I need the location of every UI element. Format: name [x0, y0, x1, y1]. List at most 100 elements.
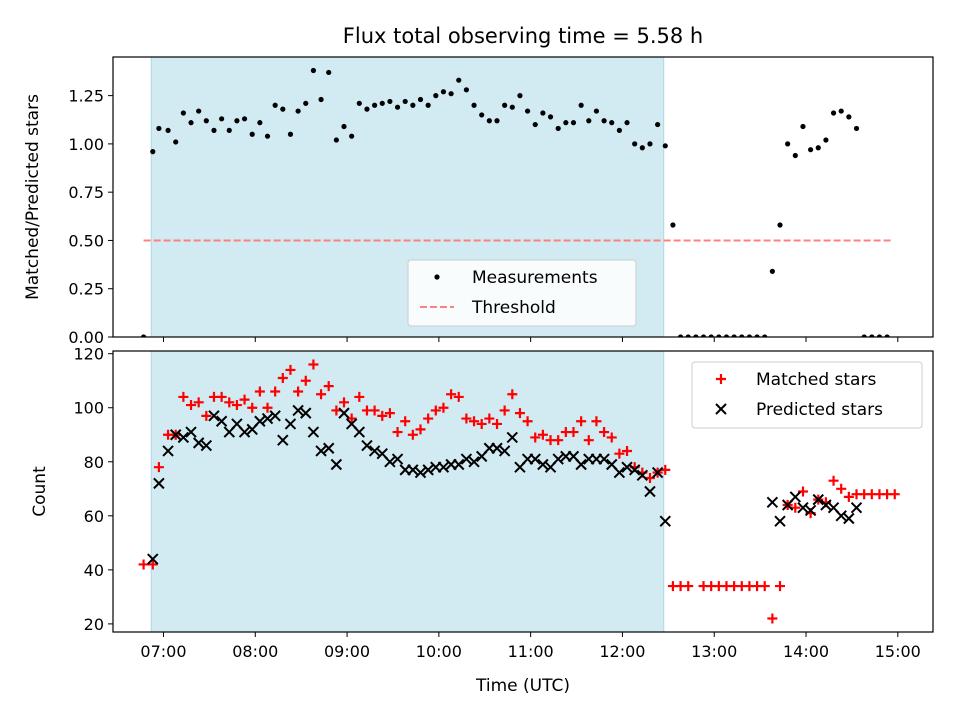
x-tick-label: 14:00: [783, 642, 829, 661]
measurement-point: [532, 121, 538, 128]
measurement-point: [861, 334, 867, 337]
measurement-point: [762, 334, 768, 337]
legend-box: [691, 361, 923, 429]
measurement-point: [494, 118, 500, 124]
measurement-point: [540, 110, 546, 116]
matched-star-point: [614, 448, 625, 459]
x-tick-label: 12:00: [599, 642, 645, 661]
matched-star-point: [400, 416, 411, 427]
measurement-point: [486, 118, 492, 124]
predicted-star-point: [460, 453, 473, 465]
matched-star-point: [178, 391, 189, 402]
measurement-point: [203, 118, 209, 124]
y-tick-label: 20: [84, 615, 104, 634]
predicted-star-point: [537, 458, 549, 471]
measurement-point: [463, 87, 469, 93]
legend-label: Predicted stars: [756, 400, 883, 420]
y-tick-label: 40: [84, 561, 104, 580]
predicted-star-point: [338, 407, 350, 419]
measurement-point: [754, 334, 760, 337]
predicted-star-point: [185, 426, 197, 438]
matched-star-point: [476, 418, 487, 429]
matched-star-point: [828, 475, 839, 486]
measurement-point: [356, 100, 362, 106]
measurement-point: [746, 334, 753, 337]
measurement-point: [456, 77, 462, 83]
measurement-point: [156, 125, 162, 132]
measurement-point: [876, 334, 883, 337]
x-tick-label: 11:00: [508, 642, 554, 661]
measurement-point: [884, 334, 890, 337]
measurement-point: [448, 91, 454, 97]
predicted-star-point: [774, 515, 786, 527]
matched-star-point: [660, 464, 671, 475]
predicted-star-point: [491, 442, 503, 454]
matched-star-point: [153, 462, 164, 473]
matched-star-point: [369, 405, 380, 416]
matched-star-point: [392, 427, 403, 438]
predicted-star-point: [843, 512, 855, 525]
matched-star-point: [514, 408, 525, 419]
measurement-point: [792, 152, 798, 159]
measurement-point: [777, 222, 783, 228]
measurement-point: [800, 123, 806, 130]
predicted-star-point: [353, 426, 366, 438]
matched-star-point: [216, 391, 227, 402]
measurement-point: [823, 137, 829, 143]
legend-dot-swatch: [434, 274, 440, 280]
measurement-point: [264, 133, 271, 139]
matched-star-point: [377, 410, 388, 421]
predicted-star-point: [437, 461, 450, 473]
predicted-star-point: [598, 453, 610, 465]
plot-marks: [138, 359, 900, 624]
measurement-point: [287, 131, 294, 137]
measurement-point: [379, 100, 385, 106]
measurement-point: [609, 120, 615, 126]
predicted-star-point: [498, 445, 511, 457]
y-axis-label: Matched/Predicted stars: [23, 94, 43, 300]
measurement-point: [639, 145, 645, 151]
matched-star-point: [239, 394, 250, 405]
matched-star-point: [293, 386, 304, 397]
matched-star-point: [384, 408, 395, 419]
measurement-point: [318, 96, 324, 103]
matched-star-point: [591, 416, 602, 427]
matched-star-point: [453, 391, 464, 402]
predicted-star-point: [820, 499, 832, 511]
y-tick-label: 120: [73, 345, 104, 364]
predicted-star-point: [529, 453, 541, 465]
y-tick-label: 80: [84, 453, 104, 472]
measurement-point: [524, 108, 531, 114]
matched-star-point: [323, 381, 334, 392]
x-tick-label: 08:00: [232, 642, 278, 661]
matched-star-point: [683, 581, 694, 592]
matched-star-point: [262, 402, 273, 413]
measurement-point: [295, 108, 301, 114]
predicted-star-point: [200, 439, 213, 452]
measurement-point: [869, 334, 875, 337]
predicted-star-point: [613, 466, 626, 479]
measurement-point: [578, 102, 584, 108]
measurement-point: [509, 104, 515, 110]
matched-star-point: [836, 483, 847, 494]
measurement-point: [785, 141, 791, 147]
measurement-point: [173, 139, 179, 145]
predicted-star-point: [162, 445, 174, 457]
y-tick-label: 60: [84, 507, 104, 526]
legend-x-swatch: [715, 403, 727, 415]
matched-star-point: [622, 445, 633, 456]
measurement-point: [846, 114, 852, 120]
count-panel: 20 40 60 80 100 120 07:00 08:00 09:00 10:00 11:00 1…: [30, 345, 934, 661]
predicted-star-point: [789, 491, 802, 503]
y-tick-label: 100: [73, 399, 104, 418]
matched-star-point: [576, 416, 587, 427]
predicted-star-point: [323, 442, 335, 454]
matched-star-point: [438, 402, 449, 413]
predicted-star-point: [361, 439, 373, 452]
measurement-point: [853, 125, 860, 132]
predicted-star-point: [170, 429, 182, 441]
predicted-star-point: [659, 515, 671, 527]
matched-star-point: [843, 491, 854, 502]
measurement-point: [547, 114, 554, 120]
predicted-star-point: [300, 407, 312, 419]
